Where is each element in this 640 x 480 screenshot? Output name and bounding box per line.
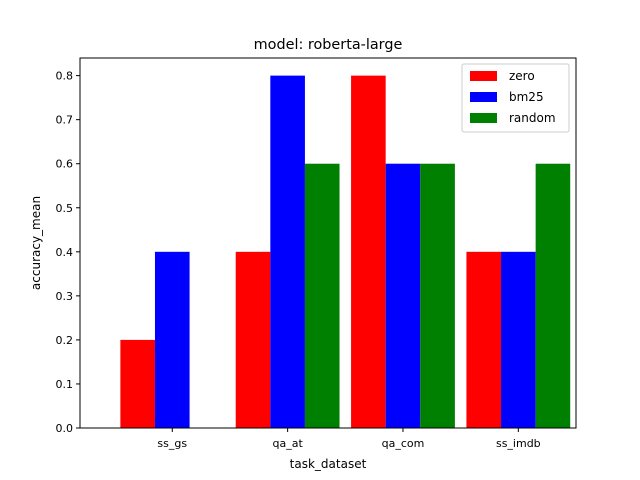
legend-swatch-bm25 bbox=[470, 92, 497, 102]
x-tick-label: qa_at bbox=[272, 437, 303, 450]
x-tick-label: ss_imdb bbox=[496, 437, 541, 450]
bar-bm25-ss_imdb bbox=[501, 251, 536, 428]
x-axis: ss_gs qa_at qa_com ss_imdb bbox=[157, 428, 541, 450]
bars-group bbox=[120, 75, 571, 428]
bar-bm25-qa_at bbox=[270, 75, 305, 428]
bar-bm25-ss_gs bbox=[154, 251, 190, 428]
legend-swatch-random bbox=[470, 113, 497, 123]
y-tick-label: 0.8 bbox=[56, 70, 74, 83]
legend-swatch-zero bbox=[470, 71, 497, 81]
bar-random-qa_at bbox=[304, 163, 340, 428]
x-tick-label: qa_com bbox=[382, 437, 425, 450]
y-axis-label: accuracy_mean bbox=[29, 196, 43, 290]
y-tick-label: 0.3 bbox=[56, 290, 74, 303]
bar-zero-ss_gs bbox=[120, 339, 155, 428]
legend: zero bm25 random bbox=[461, 63, 570, 133]
y-tick-label: 0.1 bbox=[56, 378, 74, 391]
y-tick-label: 0.6 bbox=[56, 158, 74, 171]
y-tick-label: 0.0 bbox=[56, 422, 74, 435]
bar-zero-qa_com bbox=[351, 75, 386, 428]
y-tick-label: 0.7 bbox=[56, 114, 74, 127]
bar-zero-qa_at bbox=[235, 251, 271, 428]
x-axis-label: task_dataset bbox=[290, 457, 367, 471]
bar-zero-ss_imdb bbox=[466, 251, 502, 428]
x-tick-label: ss_gs bbox=[157, 437, 187, 450]
bar-bm25-qa_com bbox=[385, 163, 421, 428]
y-tick-label: 0.4 bbox=[56, 246, 74, 259]
plot-frame bbox=[79, 57, 577, 429]
chart-title: model: roberta-large bbox=[254, 37, 403, 53]
y-tick-label: 0.5 bbox=[56, 202, 74, 215]
bar-random-ss_imdb bbox=[535, 163, 571, 428]
y-tick-label: 0.2 bbox=[56, 334, 74, 347]
legend-label-zero: zero bbox=[509, 69, 535, 83]
bar-random-qa_com bbox=[420, 163, 455, 428]
legend-label-bm25: bm25 bbox=[509, 90, 544, 104]
legend-label-random: random bbox=[509, 111, 556, 125]
y-axis: 0.0 0.1 0.2 0.3 0.4 0.5 0.6 0.7 0.8 bbox=[56, 70, 80, 435]
